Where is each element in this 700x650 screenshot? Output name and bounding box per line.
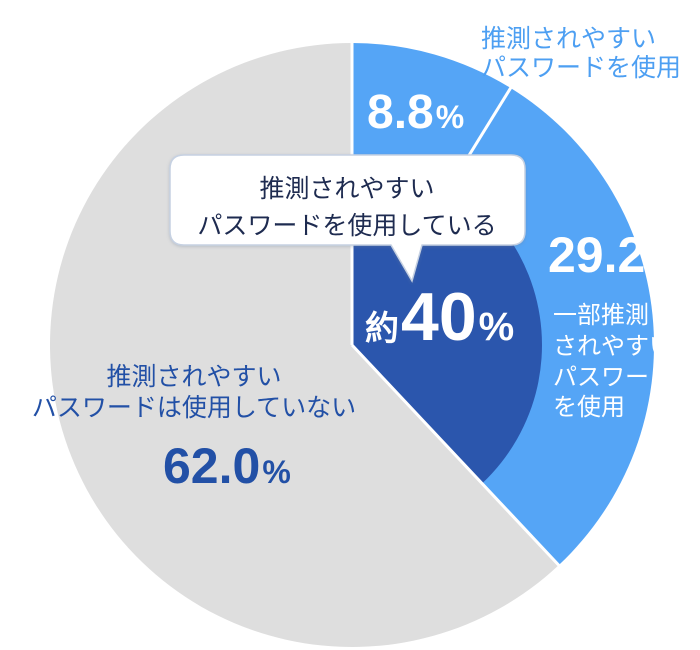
highlight-prefix: 約: [365, 310, 399, 348]
slice-2-value: 29.2: [548, 227, 645, 283]
callout-text-line-1: 推測されやすい: [259, 175, 434, 203]
slice-3-unit: %: [262, 454, 290, 490]
slice-2-value-label: 29.2%: [548, 227, 676, 283]
slice-separator-3: [350, 343, 562, 568]
slice-3-value-label: 62.0%: [163, 438, 291, 494]
slice-2-label-line-2: されやすい: [553, 333, 673, 360]
slice-3-label-line-1: 推測されやすい: [106, 363, 281, 391]
slice-3-value: 62.0: [163, 438, 260, 494]
callout-box: [169, 154, 526, 283]
slice-2-unit: %: [647, 243, 675, 279]
slice-1-value: 8.8: [367, 86, 434, 139]
callout-text-line-2: パスワードを使用している: [197, 212, 496, 240]
slice-1-label-line-1: 推測されやすい: [481, 25, 656, 53]
slice-3-label-line-2: パスワードは使用していない: [32, 394, 356, 422]
highlight-value: 40: [401, 279, 477, 355]
slice-1-value-label: 8.8%: [367, 86, 464, 139]
slice-2-label-line-1: 一部推測: [553, 302, 649, 329]
highlight-unit: %: [479, 305, 515, 349]
slice-1-unit: %: [436, 99, 464, 135]
slice-2-label-line-4: を使用: [553, 394, 625, 421]
slice-1-label-line-2: パスワードを使用: [481, 54, 681, 82]
slice-2-label-line-3: パスワード: [553, 364, 673, 391]
highlight-value-label: 約40%: [365, 279, 514, 355]
